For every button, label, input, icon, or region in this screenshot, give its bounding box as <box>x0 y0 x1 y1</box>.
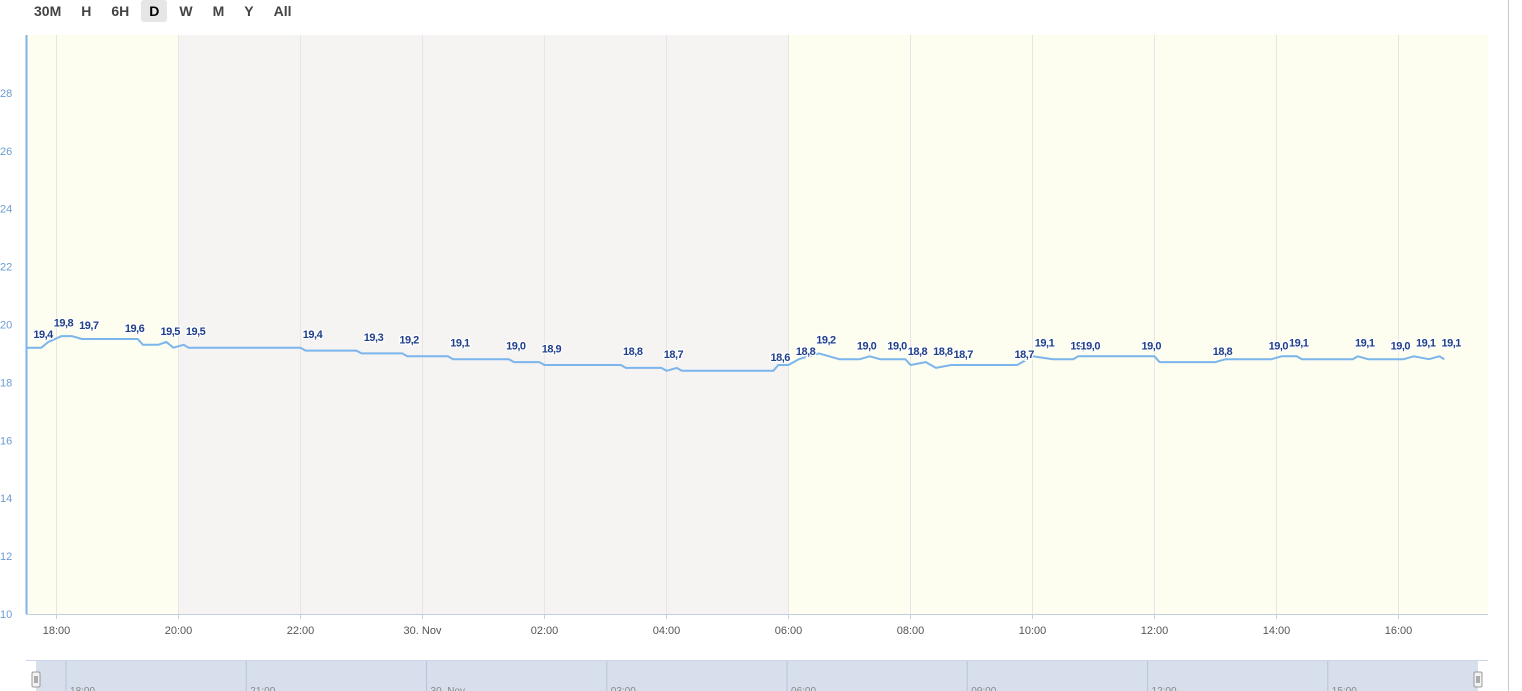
range-button-y[interactable]: Y <box>244 3 254 19</box>
navigator-mask <box>36 661 1478 691</box>
navigator-outline <box>26 660 1488 661</box>
data-label: 19,4 <box>33 329 54 341</box>
x-tick-label: 06:00 <box>775 625 803 637</box>
navigator-label: 06:00 <box>791 686 816 691</box>
data-label: 18,8 <box>1213 346 1233 358</box>
data-label: 18,9 <box>542 343 562 355</box>
data-label: 18,7 <box>953 349 973 361</box>
navigator-label: 21:00 <box>250 686 275 691</box>
data-label: 19,0 <box>887 340 907 352</box>
data-label: 19,0 <box>506 340 526 352</box>
series-line <box>26 335 1445 372</box>
data-label: 19,2 <box>816 335 836 347</box>
y-tick-label: 10 <box>0 609 12 621</box>
data-label: 19,4 <box>303 329 324 341</box>
range-button-30m[interactable]: 30M <box>34 3 62 19</box>
data-label: 18,7 <box>1014 349 1034 361</box>
data-label: 19,0 <box>1391 340 1411 352</box>
range-button-all[interactable]: All <box>273 3 292 19</box>
day-band <box>26 35 179 614</box>
data-label: 19,2 <box>399 335 419 347</box>
navigator-handle-right[interactable] <box>1473 671 1483 688</box>
plot-bands <box>26 35 1488 614</box>
x-tick-label: 14:00 <box>1263 625 1291 637</box>
x-tick-label: 20:00 <box>165 625 193 637</box>
navigator: 18:00 21:00 30. Nov 03:00 06:00 09:00 12:00 15:… <box>26 660 1488 691</box>
data-label: 19,0 <box>1070 340 1090 352</box>
y-tick-label: 16 <box>0 435 12 447</box>
x-tick-label: 18:00 <box>43 625 71 637</box>
data-label: 19,5 <box>160 326 180 338</box>
y-tick-label: 14 <box>0 493 12 505</box>
data-labels: 19,419,8 19,7 19,6 19,5 19,5 19,4 19,3 19,2 19,1… <box>32 316 1463 365</box>
navigator-label: 12:00 <box>1152 686 1177 691</box>
y-tick-label: 28 <box>0 88 12 100</box>
data-label: 19,6 <box>125 323 145 335</box>
range-button-m[interactable]: M <box>212 3 225 19</box>
data-label: 19,1 <box>450 338 470 350</box>
data-label: 18,8 <box>933 346 953 358</box>
y-tick-label: 24 <box>0 204 12 216</box>
navigator-handle-left[interactable] <box>31 671 41 688</box>
range-button-6h[interactable]: 6H <box>111 3 130 19</box>
data-label: 19,1 <box>1289 338 1309 350</box>
y-tick-label: 18 <box>0 377 12 389</box>
data-label: 18,8 <box>908 346 928 358</box>
data-label: 19,0 <box>1081 340 1101 352</box>
x-tick-label: 22:00 <box>287 625 315 637</box>
range-button-d[interactable]: D <box>141 0 168 22</box>
y-tick-label: 20 <box>0 320 12 332</box>
data-label: 18,6 <box>770 352 790 364</box>
data-label: 19,3 <box>364 332 384 344</box>
data-label: 19,1 <box>1441 338 1461 350</box>
navigator-label: 15:00 <box>1332 686 1357 691</box>
data-label: 19,7 <box>79 320 99 332</box>
x-tick-label: 02:00 <box>531 625 559 637</box>
data-label: 19,0 <box>1142 340 1162 352</box>
data-label: 19,1 <box>1035 338 1055 350</box>
panel-border <box>1508 0 1509 691</box>
x-tick-label: 04:00 <box>653 625 681 637</box>
data-label: 19,1 <box>1355 338 1375 350</box>
series-group <box>26 335 1445 372</box>
x-tick-label: 12:00 <box>1141 625 1169 637</box>
x-tick-label: 10:00 <box>1019 625 1047 637</box>
grid-lines <box>56 35 1399 614</box>
data-label: 19,1 <box>1416 338 1436 350</box>
range-button-h[interactable]: H <box>81 3 92 19</box>
range-button-w[interactable]: W <box>179 3 193 19</box>
x-tick-label: 16:00 <box>1385 625 1413 637</box>
night-band <box>178 35 789 614</box>
x-tick-label: 08:00 <box>897 625 925 637</box>
x-tick-label: 30. Nov <box>404 625 442 637</box>
navigator-label: 03:00 <box>611 686 636 691</box>
x-axis: 18:00 20:00 22:00 30. Nov 02:00 04:00 06:00 08:… <box>26 614 1488 637</box>
y-axis: 10 12 14 16 18 20 22 24 26 28 <box>0 35 28 621</box>
navigator-label: 30. Nov <box>431 686 465 691</box>
navigator-label: 18:00 <box>70 686 95 691</box>
range-selector: 30M H 6H D W M Y All <box>26 0 304 22</box>
navigator-label: 09:00 <box>971 686 996 691</box>
data-label: 18,7 <box>664 349 684 361</box>
y-tick-label: 22 <box>0 262 12 274</box>
data-label: 19,0 <box>857 340 877 352</box>
y-tick-label: 12 <box>0 551 12 563</box>
data-label: 18,8 <box>623 346 643 358</box>
data-label: 19,8 <box>54 317 74 329</box>
y-tick-label: 26 <box>0 146 12 158</box>
data-label: 19,0 <box>1269 340 1289 352</box>
data-label: 19,5 <box>186 326 206 338</box>
day-band <box>788 35 1488 614</box>
data-label: 18,8 <box>796 346 816 358</box>
